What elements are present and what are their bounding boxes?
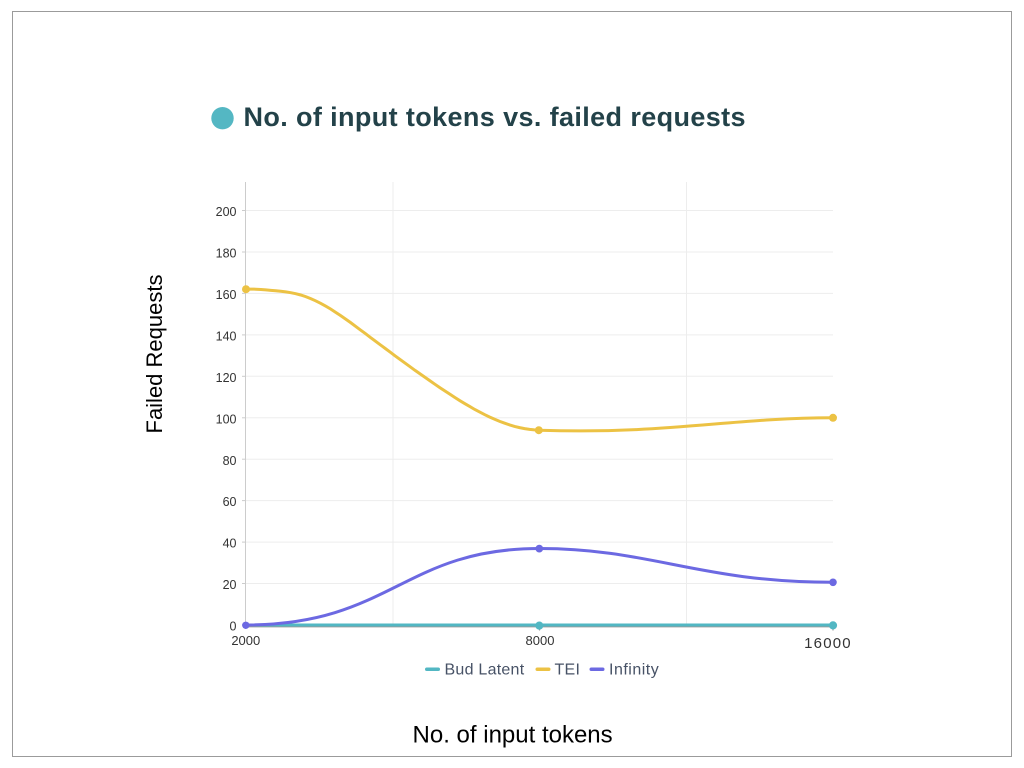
- svg-text:60: 60: [223, 495, 237, 509]
- svg-text:120: 120: [216, 371, 237, 385]
- svg-text:180: 180: [216, 247, 237, 261]
- svg-text:16000: 16000: [804, 635, 852, 652]
- svg-text:Infinity: Infinity: [609, 662, 659, 679]
- svg-text:8000: 8000: [526, 633, 555, 648]
- svg-text:20: 20: [223, 578, 237, 592]
- svg-text:Failed Requests: Failed Requests: [142, 275, 167, 434]
- svg-text:No. of input tokens vs. failed: No. of input tokens vs. failed requests: [244, 102, 746, 132]
- svg-text:Bud Latent: Bud Latent: [445, 662, 525, 679]
- svg-text:100: 100: [216, 412, 237, 426]
- svg-text:200: 200: [216, 205, 237, 219]
- svg-text:160: 160: [216, 288, 237, 302]
- svg-text:80: 80: [223, 454, 237, 468]
- svg-text:No. of input tokens: No. of input tokens: [413, 721, 613, 748]
- svg-text:40: 40: [223, 537, 237, 551]
- svg-text:0: 0: [230, 620, 237, 634]
- svg-text:2000: 2000: [231, 633, 260, 648]
- svg-text:140: 140: [216, 330, 237, 344]
- svg-text:TEI: TEI: [555, 662, 581, 679]
